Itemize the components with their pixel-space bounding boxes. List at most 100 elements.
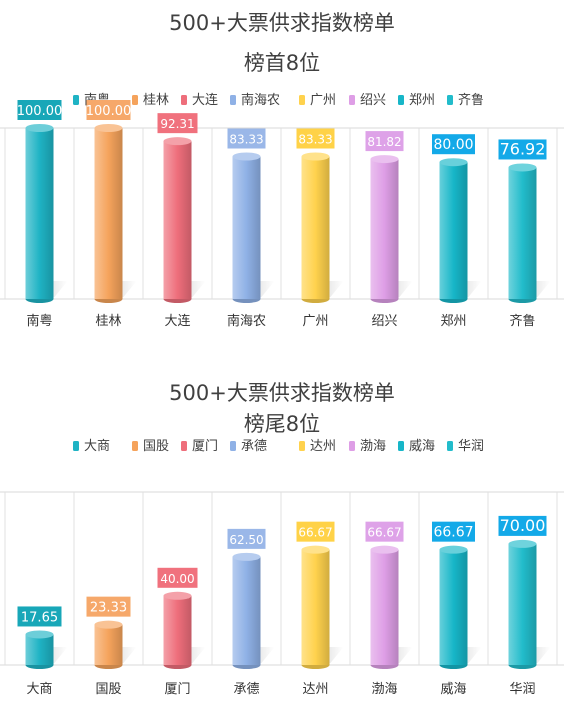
legend-swatch — [398, 441, 404, 451]
bar-1: 23.33 国股 — [86, 596, 137, 697]
bar-top — [370, 545, 399, 554]
bar-2: 40.00 厦门 — [157, 567, 206, 697]
legend-swatch — [299, 95, 305, 105]
value-label: 81.82 — [367, 135, 401, 149]
bar-body — [508, 167, 537, 299]
legend-label: 南海农 — [241, 92, 280, 108]
legend-swatch — [132, 95, 138, 105]
value-label-bg — [17, 100, 62, 120]
category-label: 大连 — [164, 313, 190, 329]
bar-body — [301, 156, 330, 299]
legend-label: 绍兴 — [360, 93, 386, 108]
value-label: 66.67 — [298, 526, 332, 540]
value-label: 80.00 — [433, 137, 473, 153]
bar-body — [232, 556, 261, 665]
value-label-bg — [498, 139, 547, 160]
legend-label: 国股 — [143, 439, 169, 454]
legend-swatch — [73, 441, 79, 451]
value-label-bg — [365, 131, 404, 152]
bar-top — [232, 152, 261, 161]
legend-item-2: 大连 — [181, 92, 218, 108]
bar-top — [25, 630, 54, 639]
bar-top — [439, 158, 468, 167]
bar-body — [25, 634, 54, 665]
legend-label: 渤海 — [360, 438, 386, 454]
category-label: 国股 — [95, 682, 121, 697]
legend-item-3: 承德 — [230, 439, 267, 454]
bar-4: 66.67 达州 — [296, 521, 344, 697]
bar-top — [25, 124, 54, 132]
bar-6: 80.00 郑州 — [432, 134, 482, 329]
category-label: 厦门 — [164, 682, 190, 697]
bar-top — [94, 620, 123, 629]
category-label: 郑州 — [440, 314, 466, 329]
chart-subtitle: 榜尾8位 — [244, 412, 320, 436]
bar-body — [370, 159, 399, 299]
legend-swatch — [73, 95, 79, 105]
category-label: 达州 — [302, 682, 328, 697]
legend-label: 达州 — [310, 439, 336, 454]
legend-swatch — [398, 95, 404, 105]
legend-item-0: 大商 — [73, 439, 110, 454]
category-label: 渤海 — [371, 681, 397, 697]
legend-swatch — [299, 441, 305, 451]
bar-top — [232, 552, 261, 561]
value-label-bg — [227, 528, 266, 549]
value-label: 83.33 — [229, 133, 263, 147]
value-label: 70.00 — [500, 516, 546, 535]
value-label: 92.31 — [160, 117, 194, 131]
category-label: 华润 — [509, 682, 535, 697]
category-label: 绍兴 — [371, 314, 397, 329]
legend-label: 厦门 — [192, 439, 218, 454]
value-label: 100.00 — [86, 104, 132, 119]
value-label: 83.33 — [298, 133, 332, 147]
category-label: 广州 — [302, 314, 328, 329]
value-label: 40.00 — [160, 572, 194, 586]
bar-5: 81.82 绍兴 — [365, 131, 413, 329]
value-label: 62.50 — [229, 533, 263, 547]
legend-item-6: 郑州 — [398, 93, 435, 108]
top-ranking-chart: 500+大票供求指数榜单榜首8位南粤桂林大连南海农广州绍兴郑州齐鲁100.00南… — [0, 11, 564, 329]
value-label-bg — [296, 521, 335, 542]
legend-label: 大商 — [84, 439, 110, 454]
legend-item-1: 国股 — [132, 439, 169, 454]
value-label-bg — [86, 100, 131, 120]
legend-item-4: 达州 — [299, 439, 336, 454]
bar-7: 70.00 华润 — [498, 515, 551, 697]
legend-swatch — [447, 441, 453, 451]
bar-body — [163, 141, 192, 299]
value-label-bg — [365, 521, 404, 542]
bar-top — [370, 155, 399, 164]
chart-panel-bottom: 500+大票供求指数榜单 榜尾8位 大商 国股 厦门 承德 达州 渤海 威海 华润 17.65 大商 2… — [0, 360, 564, 701]
bar-6: 66.67 威海 — [432, 521, 482, 697]
bar-3: 83.33 南海农 — [227, 128, 275, 329]
bar-body — [94, 128, 123, 299]
chart-subtitle: 榜首8位 — [244, 51, 320, 75]
category-label: 承德 — [233, 682, 259, 697]
value-label: 17.65 — [21, 610, 58, 625]
bar-body — [439, 162, 468, 299]
bar-body — [232, 156, 261, 299]
legend-swatch — [447, 95, 453, 105]
legend-item-2: 厦门 — [181, 439, 218, 454]
bar-3: 62.50 承德 — [227, 528, 275, 697]
legend-item-5: 绍兴 — [349, 93, 386, 108]
category-label: 齐鲁 — [509, 313, 535, 329]
legend-label: 郑州 — [409, 93, 435, 108]
chart-title: 500+大票供求指数榜单 — [169, 381, 395, 405]
bar-top — [508, 539, 537, 548]
legend-label: 威海 — [409, 439, 435, 454]
value-label-bg — [157, 113, 198, 134]
value-label: 76.92 — [500, 139, 546, 158]
category-label: 南粤 — [26, 313, 52, 329]
value-label-bg — [157, 567, 198, 588]
legend-swatch — [349, 95, 355, 105]
legend-label: 齐鲁 — [458, 92, 484, 108]
legend-item-7: 齐鲁 — [447, 92, 484, 108]
value-label-bg — [17, 606, 62, 627]
bar-body — [301, 549, 330, 665]
bar-body — [370, 549, 399, 665]
value-label-bg — [86, 596, 131, 617]
